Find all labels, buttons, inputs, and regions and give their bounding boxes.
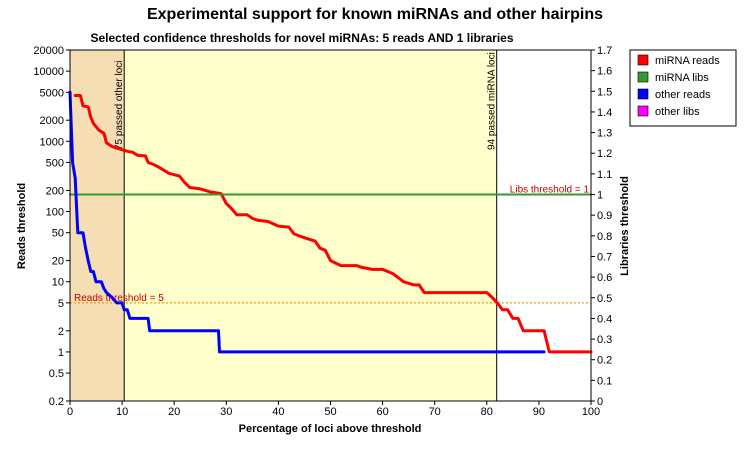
right-axis-label: Libraries threshold [619,176,631,276]
right-tick-label-3: 0.3 [597,334,612,346]
x-tick-label-7: 70 [429,406,441,418]
right-tick-label-11: 1.1 [597,169,612,181]
x-tick-label-0: 0 [67,406,73,418]
left-tick-label-10: 500 [46,157,64,169]
x-axis-ticks: 0 10 20 30 40 50 60 70 80 90 100 [67,401,600,418]
right-tick-label-17: 1.7 [597,45,612,57]
right-tick-label-16: 1.6 [597,66,612,78]
right-tick-label-1: 0.1 [597,375,612,387]
left-tick-label-8: 100 [46,207,64,219]
legend-label-1: miRNA libs [655,72,709,84]
left-tick-label-11: 1000 [40,136,64,148]
left-tick-label-0: 0.2 [49,396,64,408]
x-tick-label-4: 40 [272,406,284,418]
left-tick-label-2: 1 [58,347,64,359]
x-tick-label-6: 60 [376,406,388,418]
legend-swatch-0 [637,54,649,66]
vline-label-1: 94 passed miRNA loci [487,52,498,150]
series-line-other-reads [68,90,546,354]
legend-label-0: miRNA reads [655,55,720,67]
right-tick-label-9: 0.9 [597,210,612,222]
x-tick-label-5: 50 [324,406,336,418]
shaded-regions [70,50,497,401]
right-tick-label-10: 1 [597,190,603,202]
right-tick-label-2: 0.2 [597,355,612,367]
x-tick-label-8: 80 [481,406,493,418]
left-tick-label-15: 20000 [33,45,64,57]
left-tick-label-3: 2 [58,326,64,338]
legend-swatch-3 [637,105,649,117]
left-tick-label-4: 5 [58,298,64,310]
left-tick-label-9: 200 [46,185,64,197]
chart-subtitle: Selected confidence thresholds for novel… [90,31,513,45]
x-tick-label-9: 90 [533,406,545,418]
right-tick-label-14: 1.4 [597,107,612,119]
x-tick-label-3: 30 [220,406,232,418]
left-tick-label-12: 2000 [40,115,64,127]
right-tick-label-7: 0.7 [597,251,612,263]
right-tick-label-13: 1.3 [597,128,612,140]
vline-label-0: 75 passed other loci [114,60,125,150]
shaded-region-0 [70,50,125,401]
legend-swatch-1 [637,71,649,83]
left-tick-label-7: 50 [52,228,64,240]
hline-label-0: Libs threshold = 1 [510,185,590,196]
legend-swatch-2 [637,88,649,100]
right-tick-label-12: 1.2 [597,148,612,160]
left-tick-label-6: 20 [52,256,64,268]
right-tick-label-8: 0.8 [597,231,612,243]
right-tick-label-0: 0 [597,396,603,408]
series-layer [68,90,593,354]
right-axis-ticks: 0 0.1 0.2 0.3 0.4 0.5 0.6 0.7 0.8 0.9 1 1.1 1.2 1.3 1.… [591,45,612,408]
legend-label-3: other libs [655,106,700,118]
left-axis-ticks: 0.2 0.5 1 2 5 10 20 50 100 200 500 1000 2000 5000 1000… [33,45,70,408]
shaded-region-1 [124,50,497,401]
left-tick-label-5: 10 [52,277,64,289]
x-tick-label-1: 10 [116,406,128,418]
legend: miRNA reads miRNA libs other reads other li… [629,49,737,127]
x-tick-label-2: 20 [168,406,180,418]
right-tick-label-4: 0.4 [597,313,612,325]
legend-label-2: other reads [655,89,711,101]
x-axis-label: Percentage of loci above threshold [239,423,422,435]
right-tick-label-6: 0.6 [597,272,612,284]
left-axis-label: Reads threshold [16,183,28,269]
hline-label-1: Reads threshold = 5 [74,293,164,304]
chart-title: Experimental support for known miRNAs an… [147,6,603,23]
right-tick-label-15: 1.5 [597,86,612,98]
left-tick-label-1: 0.5 [49,368,64,380]
x-tick-label-10: 100 [582,406,600,418]
right-tick-label-5: 0.5 [597,293,612,305]
series-line-miRNA-reads [73,94,593,354]
left-tick-label-14: 10000 [33,66,64,78]
left-tick-label-13: 5000 [40,87,64,99]
